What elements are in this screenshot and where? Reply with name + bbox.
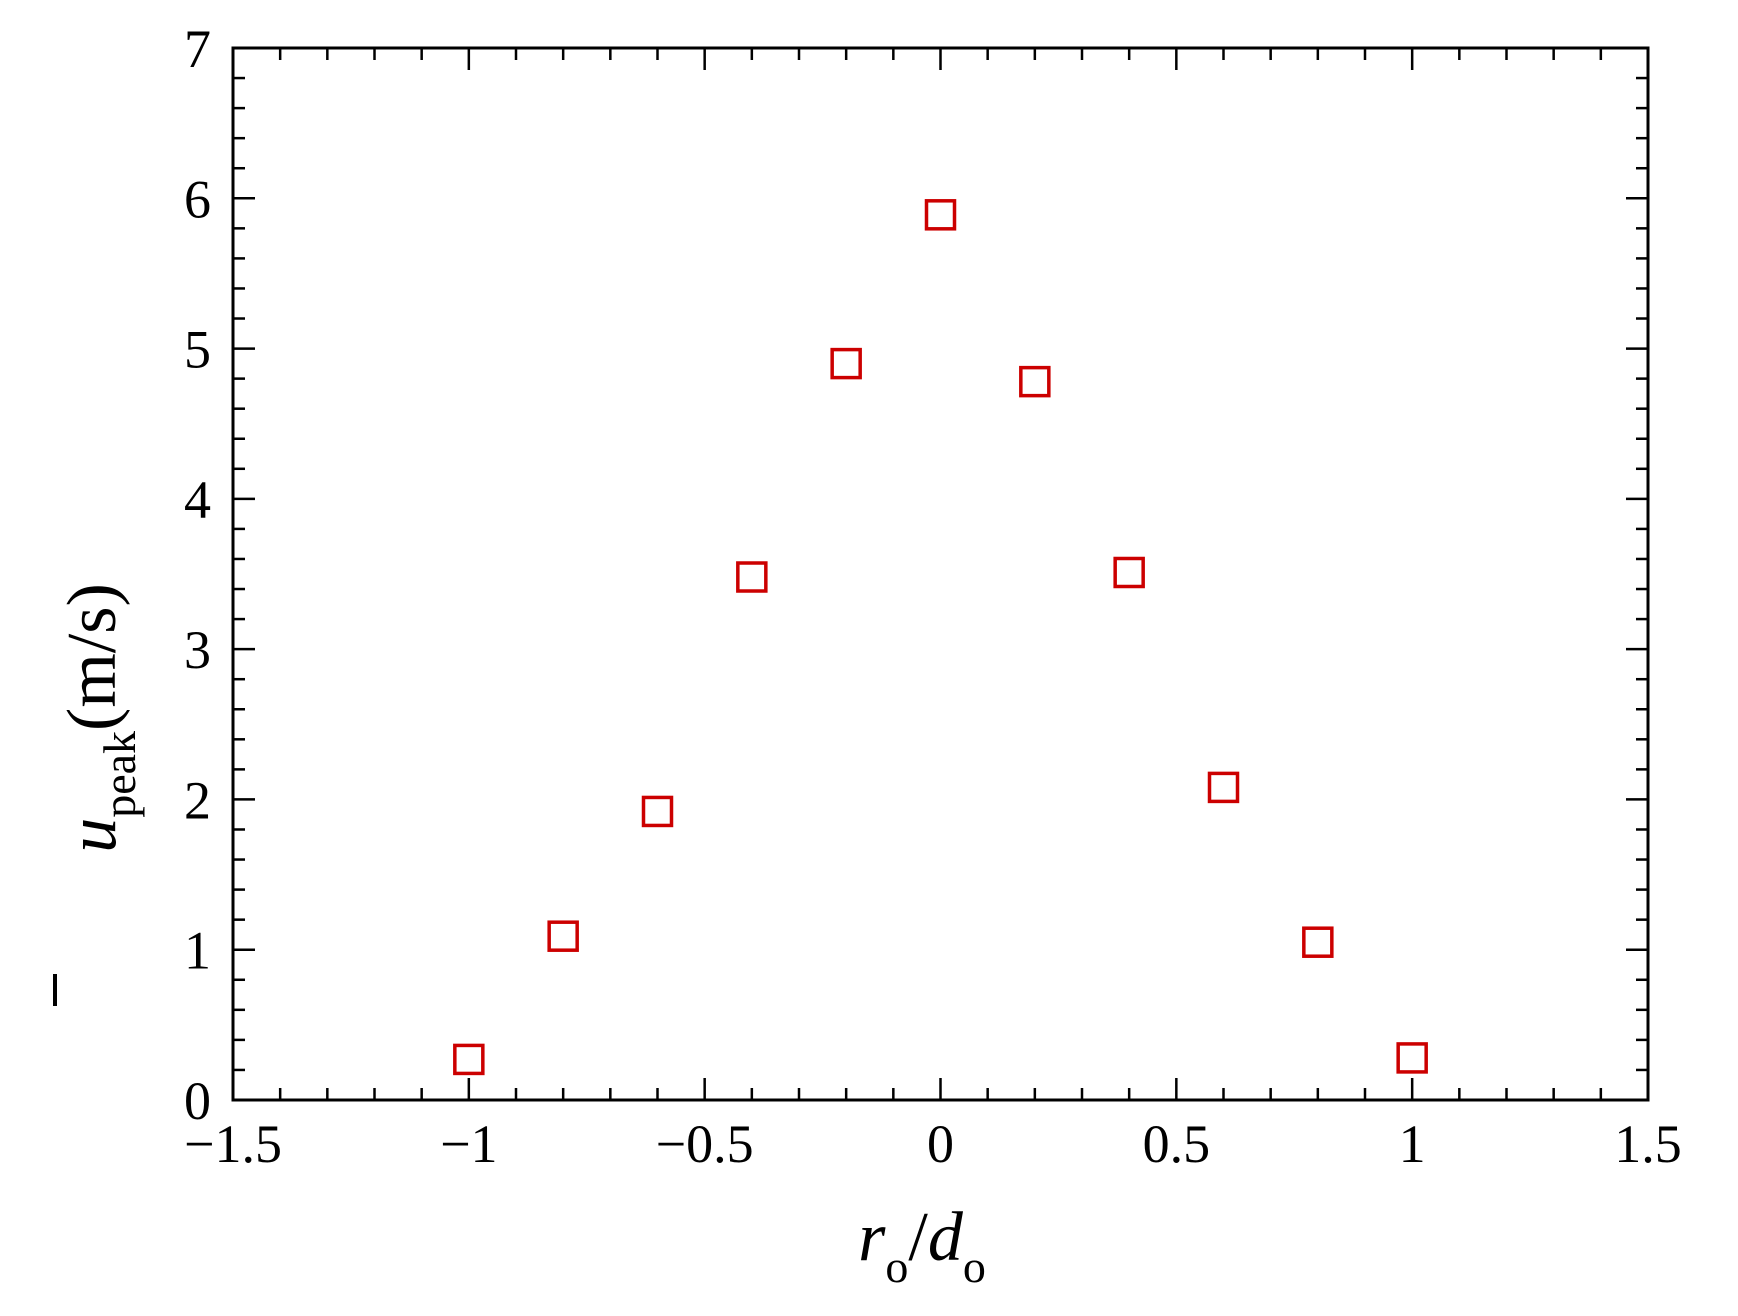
data-point [1302, 926, 1334, 958]
y-axis-label-sub: peak [94, 731, 145, 818]
x-tick-label: −1 [440, 1114, 497, 1174]
data-point [1207, 771, 1240, 804]
data-points [453, 199, 1428, 1076]
y-tick-label: 2 [184, 770, 211, 830]
x-tick-label: 1.5 [1614, 1114, 1682, 1174]
x-tick-label: 1 [1399, 1114, 1426, 1174]
y-tick-label: 7 [184, 19, 211, 79]
data-point [924, 199, 957, 231]
x-axis-label-d: d [928, 1199, 964, 1276]
plot-frame [231, 46, 1650, 1102]
data-point [1019, 365, 1051, 398]
x-axis-label: ro/do [858, 1199, 986, 1292]
major-ticks [231, 46, 1650, 1102]
svg-text:upeak(m/s): upeak(m/s) [54, 583, 145, 853]
x-tick-label: −1.5 [184, 1114, 282, 1174]
data-point [736, 561, 768, 593]
y-tick-labels: 0 1 2 3 4 5 6 7 [184, 19, 211, 1131]
x-axis-label-r: r [858, 1199, 886, 1276]
data-point [1396, 1042, 1428, 1074]
y-tick-label: 6 [184, 169, 211, 229]
x-tick-label: −0.5 [656, 1114, 754, 1174]
y-tick-label: 4 [184, 470, 211, 530]
data-point [830, 347, 862, 380]
x-axis-label-slash: / [908, 1199, 928, 1276]
data-point [641, 795, 674, 828]
x-tick-label: 0.5 [1143, 1114, 1211, 1174]
y-tick-label: 3 [184, 620, 211, 680]
x-tick-labels: −1.5 −1 −0.5 0 0.5 1 1.5 [184, 1114, 1682, 1174]
x-axis-label-sub1: o [885, 1241, 908, 1292]
x-tick-label: 0 [927, 1114, 954, 1174]
data-point [547, 920, 579, 952]
y-tick-label: 0 [184, 1071, 211, 1131]
minor-ticks [233, 48, 1648, 1100]
y-axis-label-u: u [54, 818, 131, 853]
data-point [453, 1043, 485, 1076]
y-tick-label: 1 [184, 921, 211, 981]
y-tick-label: 5 [184, 320, 211, 380]
y-axis-label: upeak(m/s) [53, 583, 145, 1006]
data-point [1113, 556, 1145, 589]
x-axis-label-sub2: o [963, 1241, 986, 1292]
y-axis-label-unit: (m/s) [54, 583, 131, 731]
